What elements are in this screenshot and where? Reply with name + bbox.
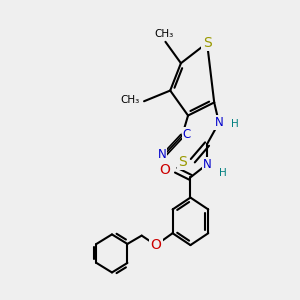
Text: N: N: [158, 148, 166, 161]
Text: CH₃: CH₃: [120, 95, 139, 105]
Text: C: C: [183, 128, 191, 141]
Text: N: N: [214, 116, 223, 129]
Text: O: O: [151, 238, 161, 252]
Text: N: N: [203, 158, 212, 171]
Text: CH₃: CH₃: [154, 29, 174, 39]
Text: S: S: [178, 155, 187, 169]
Text: O: O: [159, 163, 170, 177]
Text: H: H: [230, 119, 238, 129]
Text: H: H: [219, 168, 226, 178]
Text: S: S: [203, 36, 212, 50]
